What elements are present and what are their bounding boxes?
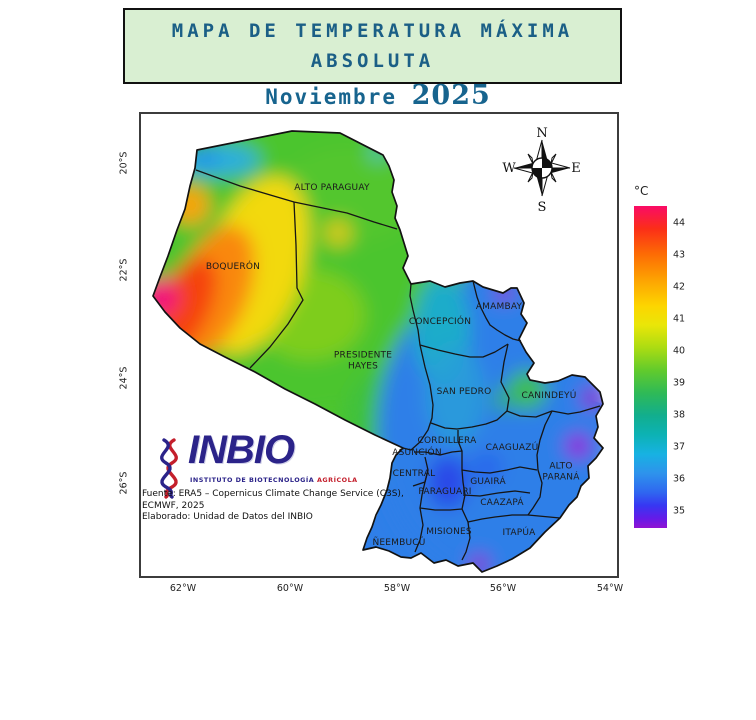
- dept-label-central: CENTRAL: [392, 468, 436, 479]
- compass-rose: N S W E: [502, 126, 580, 215]
- dept-label-asuncion: ASUNCIÓN: [392, 447, 442, 458]
- dept-label-caazapa: CAAZAPÁ: [480, 497, 524, 508]
- compass-west-label: W: [502, 161, 516, 176]
- dept-label-boqueron: BOQUERÓN: [205, 261, 261, 272]
- colorbar-tick-44: 44: [673, 217, 686, 229]
- map-title-line2: ABSOLUTA: [310, 50, 435, 72]
- colorbar-tick-39: 39: [673, 377, 686, 389]
- inbio-logo-subtitle-accent: AGRÍCOLA: [316, 476, 358, 484]
- lon-tick-62w: 62°W: [169, 583, 197, 594]
- source-line2: ECMWF, 2025: [142, 500, 205, 511]
- subtitle-year: 2025: [411, 80, 491, 111]
- dept-label-canindeyu: CANINDEYÚ: [521, 390, 577, 401]
- inbio-logo-subtitle-main: INSTITUTO DE BIOTECNOLOGÍA: [190, 476, 317, 484]
- dept-label-neembucu: ÑEEMBUCÚ: [372, 537, 426, 548]
- dept-label-itapua: ITAPÚA: [502, 527, 536, 538]
- compass-south-label: S: [538, 200, 547, 215]
- map-title-line1: MAPA DE TEMPERATURA MÁXIMA: [171, 20, 574, 42]
- source-line3: Elaborado: Unidad de Datos del INBIO: [142, 512, 313, 522]
- map-subtitle: Noviembre 2025: [0, 80, 756, 111]
- colorbar-tick-43: 43: [673, 249, 686, 261]
- inbio-logo-name: INBIO: [188, 428, 295, 472]
- colorbar-tick-35: 35: [673, 505, 686, 517]
- department-borders: [195, 169, 601, 561]
- subtitle-month: Noviembre: [265, 85, 412, 109]
- lon-tick-54w: 54°W: [596, 583, 624, 594]
- dept-label-amambay: AMAMBAY: [475, 301, 523, 312]
- lon-tick-60w: 60°W: [276, 583, 304, 594]
- map-title-box: MAPA DE TEMPERATURA MÁXIMA ABSOLUTA: [123, 8, 622, 84]
- dept-label-misiones: MISIONES: [426, 526, 472, 537]
- colorbar-tick-36: 36: [673, 473, 686, 485]
- lat-tick-26s: 26°S: [118, 471, 130, 495]
- dept-label-alto-paraguay: ALTO PARAGUAY: [294, 182, 370, 193]
- lat-tick-22s: 22°S: [118, 258, 130, 282]
- country-outline: [152, 130, 604, 573]
- dept-label-caaguazu: CAAGUAZÚ: [485, 442, 539, 453]
- dept-label-alto-parana: ALTO PARANÁ: [542, 461, 580, 483]
- source-line1: Fuente: ERA5 – Copernicus Climate Change…: [142, 489, 404, 499]
- dept-label-concepcion: CONCEPCIÓN: [408, 316, 472, 327]
- colorbar-tick-42: 42: [673, 281, 686, 293]
- compass-north-label: N: [536, 126, 547, 141]
- compass-east-label: E: [571, 161, 581, 176]
- colorbar-tick-40: 40: [673, 345, 686, 357]
- colorbar-unit-label: °C: [634, 184, 649, 198]
- dept-label-san-pedro: SAN PEDRO: [436, 386, 492, 397]
- inbio-dna-icon: [160, 438, 178, 499]
- lon-tick-56w: 56°W: [489, 583, 517, 594]
- inbio-logo-subtitle: INSTITUTO DE BIOTECNOLOGÍA AGRÍCOLA: [190, 476, 358, 484]
- source-attribution: Fuente: ERA5 – Copernicus Climate Change…: [142, 489, 404, 524]
- dept-label-cordillera: CORDILLERA: [417, 435, 477, 446]
- colorbar-tick-37: 37: [673, 441, 686, 453]
- dept-label-guaira: GUAIRÁ: [470, 476, 506, 487]
- dept-label-paraguari: PARAGUARI: [418, 486, 472, 497]
- dept-label-presidente-hayes: PRESIDENTE HAYES: [333, 350, 393, 372]
- colorbar-gradient: [634, 206, 667, 528]
- colorbar-tick-38: 38: [673, 409, 686, 421]
- lat-tick-24s: 24°S: [118, 366, 130, 390]
- inbio-logo: INBIO INSTITUTO DE BIOTECNOLOGÍA AGRÍCOL…: [152, 428, 357, 492]
- colorbar-tick-41: 41: [673, 313, 686, 325]
- lon-tick-58w: 58°W: [383, 583, 411, 594]
- lat-tick-20s: 20°S: [118, 151, 130, 175]
